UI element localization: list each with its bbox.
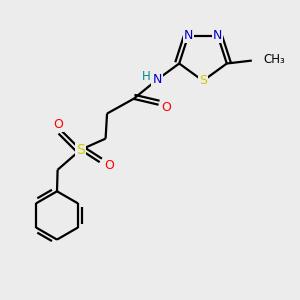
Text: S: S xyxy=(199,74,207,87)
Text: O: O xyxy=(161,101,171,114)
Text: O: O xyxy=(104,159,114,172)
Text: N: N xyxy=(152,73,162,86)
Text: N: N xyxy=(213,29,222,42)
Text: H: H xyxy=(142,70,151,83)
Text: CH₃: CH₃ xyxy=(264,52,285,66)
Text: S: S xyxy=(76,143,85,157)
Text: N: N xyxy=(184,29,193,42)
Text: O: O xyxy=(53,118,63,131)
